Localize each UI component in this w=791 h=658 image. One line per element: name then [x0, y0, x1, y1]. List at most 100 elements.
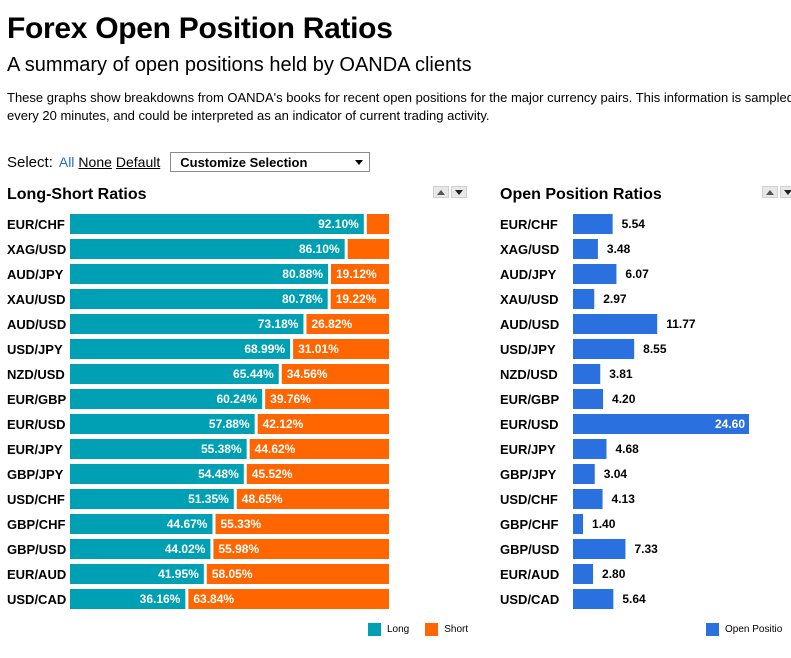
row-label-aud-usd: AUD/USD — [500, 317, 559, 332]
customize-selection-dropdown[interactable]: Customize Selection — [170, 152, 371, 172]
open-position-value-label: 4.20 — [612, 392, 636, 406]
long-bar — [70, 364, 279, 384]
legend-label-open: Open Positio — [725, 624, 783, 635]
long-value-label: 36.16% — [140, 592, 181, 606]
short-bar — [206, 564, 389, 584]
page-subtitle: A summary of open positions held by OAND… — [7, 54, 472, 76]
row-label-eur-aud: EUR/AUD — [500, 567, 559, 582]
short-value-label: 55.98% — [218, 542, 259, 556]
short-value-label: 48.65% — [242, 492, 283, 506]
row-label-eur-jpy: EUR/JPY — [7, 442, 63, 457]
long-value-label: 68.99% — [244, 342, 285, 356]
short-value-label: 19.12% — [336, 267, 377, 281]
open-position-bar — [573, 564, 594, 584]
long-bar — [70, 314, 304, 334]
open-position-value-label: 1.40 — [592, 517, 616, 531]
long-bar — [70, 414, 255, 434]
short-value-label: 44.62% — [255, 442, 296, 456]
long-bar — [70, 389, 263, 409]
row-label-usd-cad: USD/CAD — [500, 592, 559, 607]
short-value-label: 58.05% — [212, 567, 253, 581]
long-value-label: 60.24% — [216, 392, 257, 406]
triangle-down-icon — [784, 189, 791, 195]
row-label-eur-aud: EUR/AUD — [7, 567, 66, 582]
long-bar — [70, 289, 328, 309]
short-bar — [306, 314, 389, 334]
short-value-label: 31.01% — [298, 342, 339, 356]
long-value-label: 41.95% — [158, 567, 199, 581]
long-value-label: 80.88% — [282, 267, 323, 281]
open-position-value-label: 24.60 — [715, 417, 745, 431]
long-bar — [70, 539, 211, 559]
triangle-down-icon — [455, 189, 463, 195]
open-position-bar — [573, 589, 614, 609]
short-value-label: 26.82% — [311, 317, 352, 331]
long-value-label: 44.67% — [167, 517, 208, 531]
chevron-down-icon — [355, 159, 364, 165]
row-label-xau-usd: XAU/USD — [500, 292, 559, 307]
long-value-label: 44.02% — [165, 542, 206, 556]
open-position-value-label: 6.07 — [625, 267, 649, 281]
row-label-gbp-usd: GBP/USD — [500, 542, 559, 557]
open-position-value-label: 5.54 — [622, 217, 646, 231]
short-bar — [188, 589, 389, 609]
open-position-value-label: 2.80 — [602, 567, 626, 581]
short-bar — [236, 489, 389, 509]
row-label-usd-jpy: USD/JPY — [7, 342, 63, 357]
select-row: Select: All None Default Customize Selec… — [7, 150, 371, 174]
open-position-legend: Open Positio — [706, 623, 782, 636]
open-position-bar — [573, 489, 603, 509]
long-value-label: 54.48% — [198, 467, 239, 481]
open-position-bar — [573, 464, 595, 484]
row-label-gbp-jpy: GBP/JPY — [7, 467, 64, 482]
short-bar — [366, 214, 389, 234]
row-label-aud-jpy: AUD/JPY — [500, 267, 557, 282]
short-value-label: 55.33% — [220, 517, 261, 531]
triangle-up-icon — [766, 189, 774, 195]
sort-up-button[interactable] — [762, 186, 778, 198]
row-label-usd-jpy: USD/JPY — [500, 342, 556, 357]
short-bar — [215, 514, 389, 534]
row-label-eur-usd: EUR/USD — [500, 417, 559, 432]
short-value-label: 45.52% — [252, 467, 293, 481]
row-label-eur-chf: EUR/CHF — [7, 217, 65, 232]
row-label-aud-usd: AUD/USD — [7, 317, 66, 332]
open-position-bar — [573, 514, 584, 534]
short-value-label: 34.56% — [287, 367, 328, 381]
sort-down-button[interactable] — [451, 186, 467, 198]
long-bar — [70, 214, 364, 234]
open-position-bar — [573, 314, 658, 334]
select-all-link[interactable]: All — [58, 154, 75, 170]
long-value-label: 92.10% — [318, 217, 359, 231]
short-bar — [265, 389, 389, 409]
short-bar — [330, 289, 389, 309]
open-position-bar — [573, 289, 595, 309]
long-value-label: 65.44% — [233, 367, 274, 381]
open-position-bar — [573, 389, 604, 409]
long-value-label: 80.78% — [282, 292, 323, 306]
open-position-bar — [573, 439, 607, 459]
row-label-xag-usd: XAG/USD — [7, 242, 66, 257]
short-value-label: 39.76% — [270, 392, 311, 406]
select-default-link[interactable]: Default — [115, 154, 161, 170]
long-value-label: 55.38% — [201, 442, 242, 456]
short-bar — [249, 439, 389, 459]
open-position-bar — [573, 239, 598, 259]
short-value-label: 63.84% — [193, 592, 234, 606]
long-value-label: 51.35% — [188, 492, 229, 506]
sort-up-button[interactable] — [433, 186, 449, 198]
short-bar — [246, 464, 389, 484]
open-position-value-label: 5.64 — [622, 592, 646, 606]
short-bar — [331, 264, 389, 284]
sort-down-button[interactable] — [780, 186, 791, 198]
short-bar — [347, 239, 389, 259]
row-label-usd-chf: USD/CHF — [500, 492, 558, 507]
triangle-up-icon — [437, 189, 445, 195]
row-label-eur-usd: EUR/USD — [7, 417, 66, 432]
open-position-value-label: 4.68 — [615, 442, 639, 456]
row-label-eur-gbp: EUR/GBP — [7, 392, 67, 407]
row-label-xag-usd: XAG/USD — [500, 242, 559, 257]
row-label-gbp-usd: GBP/USD — [7, 542, 66, 557]
select-none-link[interactable]: None — [78, 154, 112, 170]
legend-label-short: Short — [444, 624, 469, 635]
